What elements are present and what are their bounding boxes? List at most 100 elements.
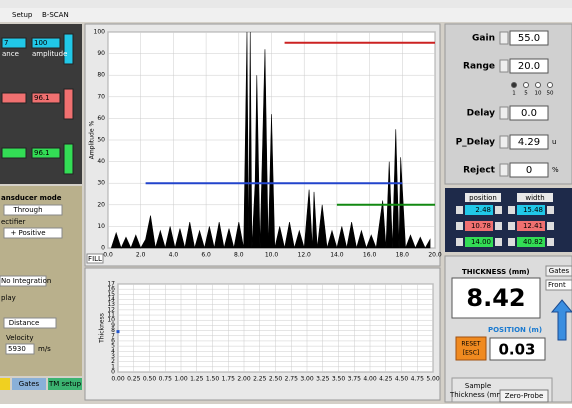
tab[interactable] (12, 378, 46, 390)
arrow-button[interactable] (456, 222, 463, 230)
arrow-button[interactable] (495, 238, 502, 246)
spinner[interactable] (499, 59, 509, 73)
value-box[interactable] (509, 162, 549, 178)
position-value: 0.03 (498, 341, 535, 359)
cell-value: 15.48 (523, 206, 543, 214)
x-tick-label: 2.50 (269, 376, 283, 383)
arrow-button[interactable] (547, 222, 554, 230)
y-tick-label: 11 (107, 312, 115, 319)
radio-label: 1 (512, 91, 516, 97)
x-tick-label: 10.0 (265, 252, 279, 259)
spinner[interactable] (499, 106, 509, 120)
dropdown[interactable] (3, 227, 63, 239)
x-tick-label: 0.25 (127, 376, 141, 383)
x-tick-label: 4.0 (169, 252, 179, 259)
readout-box (489, 337, 546, 361)
arrow-button[interactable] (508, 238, 515, 246)
input-value: 7 (4, 39, 8, 47)
arrow-button[interactable] (495, 206, 502, 214)
label: ectifier (1, 218, 26, 226)
arrow-button[interactable] (508, 206, 515, 214)
dropdown[interactable] (3, 204, 63, 216)
y-tick-label: 14 (107, 296, 115, 303)
y-tick-label: 7 (111, 332, 115, 339)
level-bar (63, 33, 74, 65)
input-value: 5930 (8, 345, 26, 353)
fill-button[interactable] (86, 253, 104, 264)
spinner[interactable] (499, 135, 509, 149)
radio[interactable] (511, 82, 517, 88)
y-tick-label: 0 (111, 369, 115, 376)
x-tick-label: 0.50 (143, 376, 157, 383)
input[interactable] (5, 343, 35, 355)
input[interactable] (1, 147, 27, 159)
arrow-button[interactable] (456, 206, 463, 214)
value-box[interactable] (509, 58, 549, 74)
dropdown[interactable] (3, 317, 57, 329)
arrow-button[interactable] (547, 238, 554, 246)
control-value: 4.29 (518, 137, 540, 148)
radio[interactable] (523, 82, 529, 88)
label: Sample (465, 382, 491, 390)
menu-item[interactable]: Setup (12, 11, 33, 19)
title-bar (0, 0, 572, 8)
y-tick-label: 100 (94, 29, 106, 36)
x-tick-label: 0.00 (111, 376, 125, 383)
x-tick-label: 20.0 (428, 252, 442, 259)
x-tick-label: 4.75 (411, 376, 425, 383)
x-tick-label: 14.0 (330, 252, 344, 259)
input[interactable] (1, 37, 27, 49)
spinner[interactable] (499, 163, 509, 177)
x-tick-label: 0.75 (159, 376, 173, 383)
x-tick-label: 2.00 (237, 376, 251, 383)
y-tick-label: 10 (107, 317, 115, 324)
dropdown[interactable] (545, 279, 572, 291)
control-label: Delay (467, 109, 495, 119)
menu-item[interactable]: B-SCAN (42, 11, 69, 19)
y-tick-label: 2 (111, 358, 115, 365)
value-box[interactable] (509, 30, 549, 46)
y-tick-label: 40 (97, 158, 105, 165)
label: amplitude (32, 50, 67, 58)
x-tick-label: 4.25 (379, 376, 393, 383)
dropdown[interactable] (0, 275, 47, 287)
y-tick-label: 10 (97, 223, 105, 230)
tab-label: Gates (549, 267, 570, 275)
dropdown-value: + Positive (10, 229, 45, 237)
button-label: [ESC] (463, 350, 479, 357)
arrow-button[interactable] (456, 238, 463, 246)
control-label: Range (463, 62, 495, 72)
zero-probe-button[interactable] (499, 389, 549, 403)
value-box[interactable] (509, 134, 549, 150)
y-tick-label: 50 (97, 137, 105, 144)
radio[interactable] (547, 82, 553, 88)
radio[interactable] (535, 82, 541, 88)
x-tick-label: 3.00 (300, 376, 314, 383)
value-box[interactable] (509, 105, 549, 121)
spinner[interactable] (499, 31, 509, 45)
x-tick-label: 1.00 (174, 376, 188, 383)
control-value: 55.0 (518, 33, 540, 44)
arrow-button[interactable] (547, 206, 554, 214)
arrow-icon[interactable] (550, 299, 572, 341)
y-tick-label: 70 (97, 93, 105, 100)
y-tick-label: 13 (107, 301, 115, 308)
tab[interactable] (0, 378, 10, 390)
arrow-button[interactable] (495, 222, 502, 230)
unit: u (552, 138, 556, 146)
tab[interactable] (48, 378, 82, 390)
input[interactable] (31, 147, 61, 159)
arrow-button[interactable] (508, 222, 515, 230)
input[interactable] (31, 92, 61, 104)
cell-value: 14.00 (471, 238, 491, 246)
y-tick-label: 17 (107, 281, 115, 288)
reset-button[interactable] (455, 336, 487, 361)
level-bar (63, 143, 74, 175)
input[interactable] (31, 37, 61, 49)
x-tick-label: 0.0 (103, 252, 113, 259)
x-tick-label: 18.0 (396, 252, 410, 259)
tab[interactable] (545, 265, 572, 277)
y-tick-label: 5 (111, 343, 115, 350)
input[interactable] (1, 92, 27, 104)
